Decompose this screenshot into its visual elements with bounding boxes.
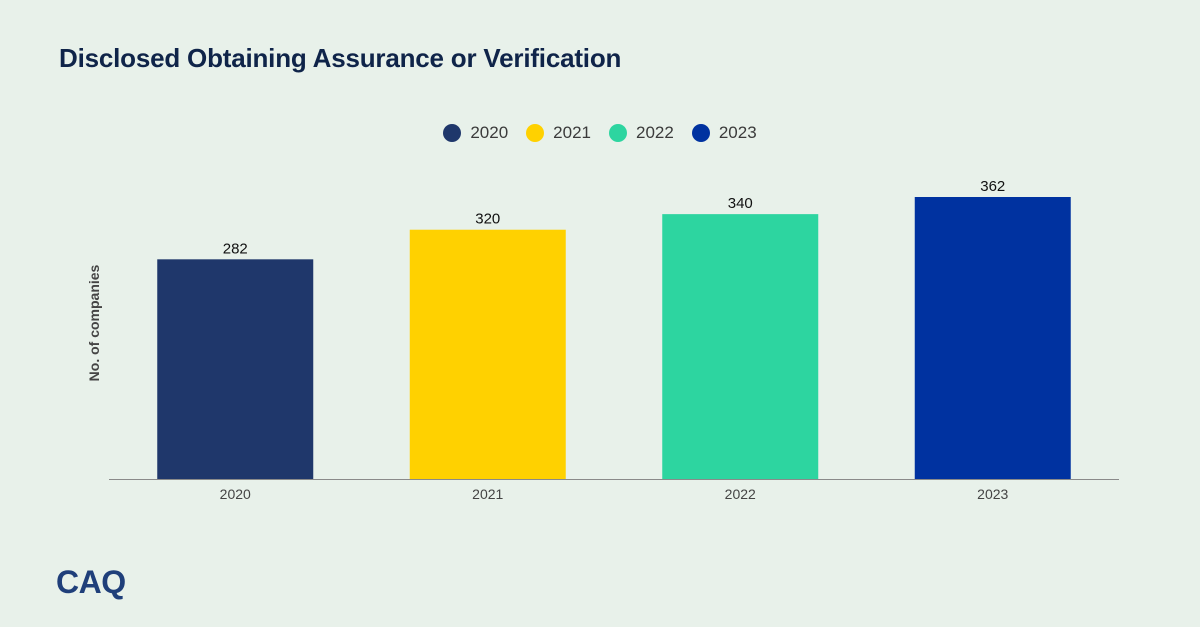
legend-label: 2022: [636, 123, 674, 142]
legend-item-2022: 2022: [609, 123, 674, 143]
data-label-2022: 340: [728, 195, 753, 212]
x-tick-label-2023: 2023: [977, 486, 1008, 502]
x-tick-label-2021: 2021: [472, 486, 503, 502]
y-axis-label: No. of companies: [86, 264, 102, 381]
legend-swatch: [691, 124, 710, 142]
x-tick-label-2022: 2022: [725, 486, 756, 502]
x-tick-label-2020: 2020: [220, 486, 251, 502]
legend-item-2021: 2021: [526, 123, 591, 143]
caq-logo: CAQ: [56, 564, 126, 600]
legend-swatch: [609, 124, 627, 142]
legend-item-2020: 2020: [443, 123, 508, 143]
data-label-2023: 362: [980, 178, 1005, 195]
legend-item-2023: 2023: [691, 123, 757, 143]
bar-2020: [157, 259, 314, 479]
bar-2021: [409, 229, 566, 479]
chart-legend: 2020 2021 2022 2023: [0, 123, 1200, 143]
legend-label: 2020: [470, 123, 509, 142]
legend-swatch: [443, 124, 462, 142]
legend-swatch: [526, 124, 545, 142]
chart-title: Disclosed Obtaining Assurance or Verific…: [59, 43, 622, 73]
bar-2023: [914, 197, 1071, 479]
legend-label: 2021: [553, 123, 591, 142]
legend-label: 2023: [718, 123, 757, 142]
data-label-2021: 320: [475, 211, 500, 228]
data-label-2020: 282: [223, 240, 248, 257]
bar-2022: [662, 214, 819, 479]
